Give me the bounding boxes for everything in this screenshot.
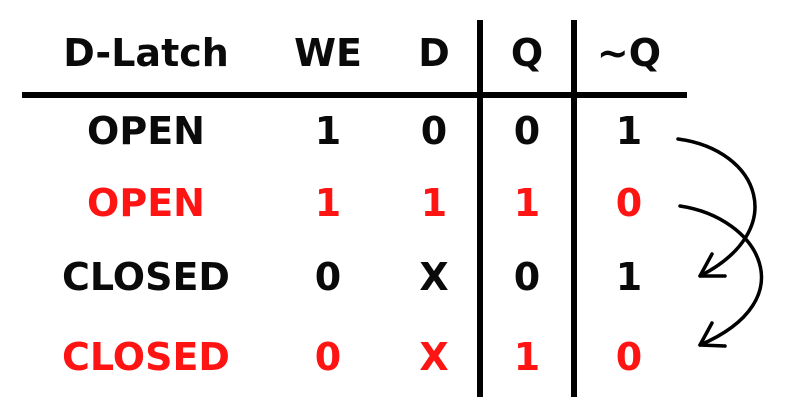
header-divider-line bbox=[22, 92, 687, 98]
row-2-q: 0 bbox=[513, 255, 541, 299]
q-notq-divider-line bbox=[571, 20, 577, 397]
arrow-row0-to-row2-head bbox=[698, 252, 727, 278]
arrow-row0-to-row2 bbox=[676, 137, 757, 278]
arrow-row1-to-row3-head bbox=[698, 321, 727, 348]
arrow-row1-to-row3 bbox=[678, 204, 764, 347]
row-3-we: 0 bbox=[314, 335, 342, 379]
header-d-latch: D-Latch bbox=[63, 31, 229, 75]
row-3-d: X bbox=[419, 335, 449, 379]
row-0-not-q: 1 bbox=[615, 109, 643, 153]
header-we: WE bbox=[294, 31, 362, 75]
header-not-q: ~Q bbox=[596, 31, 662, 75]
row-2-we: 0 bbox=[314, 255, 342, 299]
row-0-we: 1 bbox=[314, 109, 342, 153]
row-3-q: 1 bbox=[513, 335, 541, 379]
row-0-d: 0 bbox=[420, 109, 448, 153]
row-0-q: 0 bbox=[513, 109, 541, 153]
row-1-state: OPEN bbox=[87, 181, 205, 225]
row-2-d: X bbox=[419, 255, 449, 299]
row-1-not-q: 0 bbox=[615, 181, 643, 225]
input-output-divider-line bbox=[477, 20, 483, 397]
row-2-not-q: 1 bbox=[615, 255, 643, 299]
row-1-d: 1 bbox=[420, 181, 448, 225]
header-q: Q bbox=[510, 31, 544, 75]
row-3-state: CLOSED bbox=[62, 335, 230, 379]
row-0-state: OPEN bbox=[87, 109, 205, 153]
row-2-state: CLOSED bbox=[62, 255, 230, 299]
header-d: D bbox=[418, 31, 450, 75]
row-1-we: 1 bbox=[314, 181, 342, 225]
row-1-q: 1 bbox=[513, 181, 541, 225]
row-3-not-q: 0 bbox=[615, 335, 643, 379]
